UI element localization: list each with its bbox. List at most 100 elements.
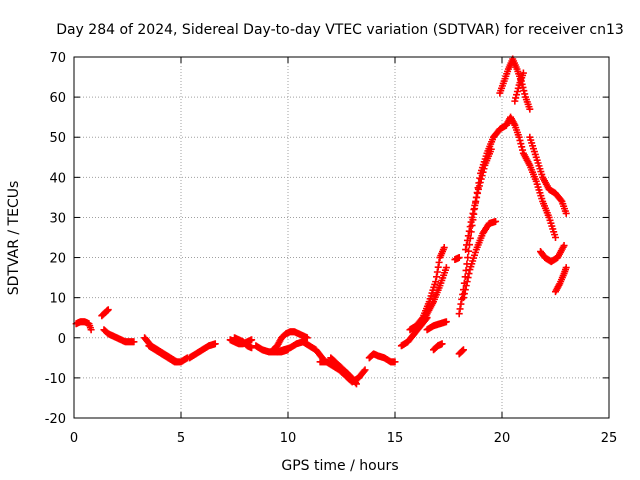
- data-point: [463, 278, 471, 286]
- data-point: [474, 189, 482, 197]
- data-point: [471, 201, 479, 209]
- data-point: [552, 234, 559, 241]
- data-point: [476, 178, 484, 186]
- y-tick-label: 40: [49, 171, 66, 186]
- data-point: [459, 294, 467, 302]
- series-satellite-19: [430, 340, 446, 354]
- x-tick-label: 5: [177, 431, 185, 446]
- data-point: [440, 244, 448, 252]
- data-point: [519, 146, 527, 154]
- y-tick-label: 10: [49, 292, 66, 307]
- data-point: [479, 168, 487, 176]
- series-satellite-24: [455, 346, 467, 358]
- data-point: [511, 97, 519, 105]
- data-point: [211, 340, 219, 348]
- series-satellite-30: [552, 264, 570, 296]
- x-tick-label: 20: [494, 431, 511, 446]
- data-point: [465, 227, 473, 235]
- data-point: [248, 336, 256, 344]
- data-point: [521, 90, 529, 98]
- y-tick-label: 0: [58, 332, 66, 347]
- data-point: [391, 358, 399, 366]
- grid: [74, 57, 609, 418]
- series-satellite-10: [269, 328, 311, 354]
- y-axis-label: SDTVAR / TECUs: [6, 181, 22, 296]
- data-point: [467, 218, 475, 226]
- series-satellite-14: [365, 350, 399, 366]
- data-point: [455, 310, 463, 318]
- data-point: [303, 334, 311, 342]
- series-satellite-23: [462, 145, 495, 254]
- series-satellite-01: [72, 318, 95, 334]
- x-tick-label: 10: [280, 431, 297, 446]
- data-point: [462, 282, 470, 290]
- data-point: [480, 165, 488, 173]
- y-tick-label: 60: [49, 91, 66, 106]
- series-satellite-13: [327, 354, 360, 388]
- data-point: [459, 347, 467, 355]
- data-point: [519, 69, 527, 77]
- data-point: [442, 264, 450, 272]
- x-tick-label: 25: [601, 431, 618, 446]
- data-point: [469, 209, 477, 217]
- data-point: [457, 300, 465, 308]
- axis-ticks: 0 5 10 15 20 25 -20 -10 0 10 20 30 40 50 60 70: [45, 51, 618, 446]
- y-tick-label: -10: [45, 372, 66, 387]
- data-point: [560, 242, 568, 250]
- x-tick-label: 15: [387, 431, 404, 446]
- data-point: [456, 305, 464, 313]
- data-point: [473, 193, 481, 201]
- x-tick-label: 0: [70, 431, 78, 446]
- series-satellite-20: [451, 254, 463, 264]
- data-point: [466, 223, 474, 231]
- data-point: [562, 209, 570, 217]
- x-axis-label: GPS time / hours: [281, 458, 398, 474]
- data-point: [434, 263, 442, 271]
- series-satellite-26: [502, 113, 559, 241]
- data-point: [361, 366, 369, 374]
- data-point: [492, 217, 500, 225]
- data-point: [248, 344, 256, 352]
- data-point: [472, 197, 480, 205]
- series-satellite-29: [537, 242, 568, 266]
- series-satellite-28: [526, 133, 570, 217]
- data-point: [104, 306, 112, 314]
- data-point: [462, 246, 470, 254]
- data-point: [487, 145, 495, 153]
- data-points: [72, 55, 570, 388]
- data-point: [455, 254, 463, 262]
- data-point: [432, 278, 440, 286]
- data-point: [477, 175, 485, 183]
- plot-frame: [73, 56, 610, 419]
- data-point: [514, 84, 522, 92]
- data-point: [130, 338, 138, 346]
- data-point: [513, 91, 521, 99]
- data-point: [526, 105, 534, 113]
- series-satellite-18: [423, 318, 450, 334]
- series-satellite-27: [511, 69, 527, 105]
- data-point: [459, 346, 467, 354]
- y-tick-label: 50: [49, 131, 66, 146]
- data-point: [433, 273, 441, 281]
- data-point: [470, 205, 478, 213]
- series-satellite-22: [459, 217, 500, 302]
- data-point: [562, 264, 570, 272]
- y-tick-label: -20: [45, 412, 66, 427]
- data-point: [513, 87, 521, 95]
- series-satellite-05: [145, 342, 191, 366]
- data-point: [433, 268, 441, 276]
- data-point: [519, 83, 527, 91]
- data-point: [512, 94, 520, 102]
- series-satellite-08: [231, 334, 256, 352]
- data-point: [478, 172, 486, 180]
- y-tick-label: 70: [49, 51, 66, 66]
- data-point: [475, 182, 483, 190]
- data-point: [517, 140, 525, 148]
- data-point: [438, 340, 446, 348]
- data-point: [465, 270, 473, 278]
- data-point: [87, 326, 95, 334]
- y-tick-label: 30: [49, 211, 66, 226]
- data-point: [516, 136, 524, 144]
- data-point: [442, 318, 450, 326]
